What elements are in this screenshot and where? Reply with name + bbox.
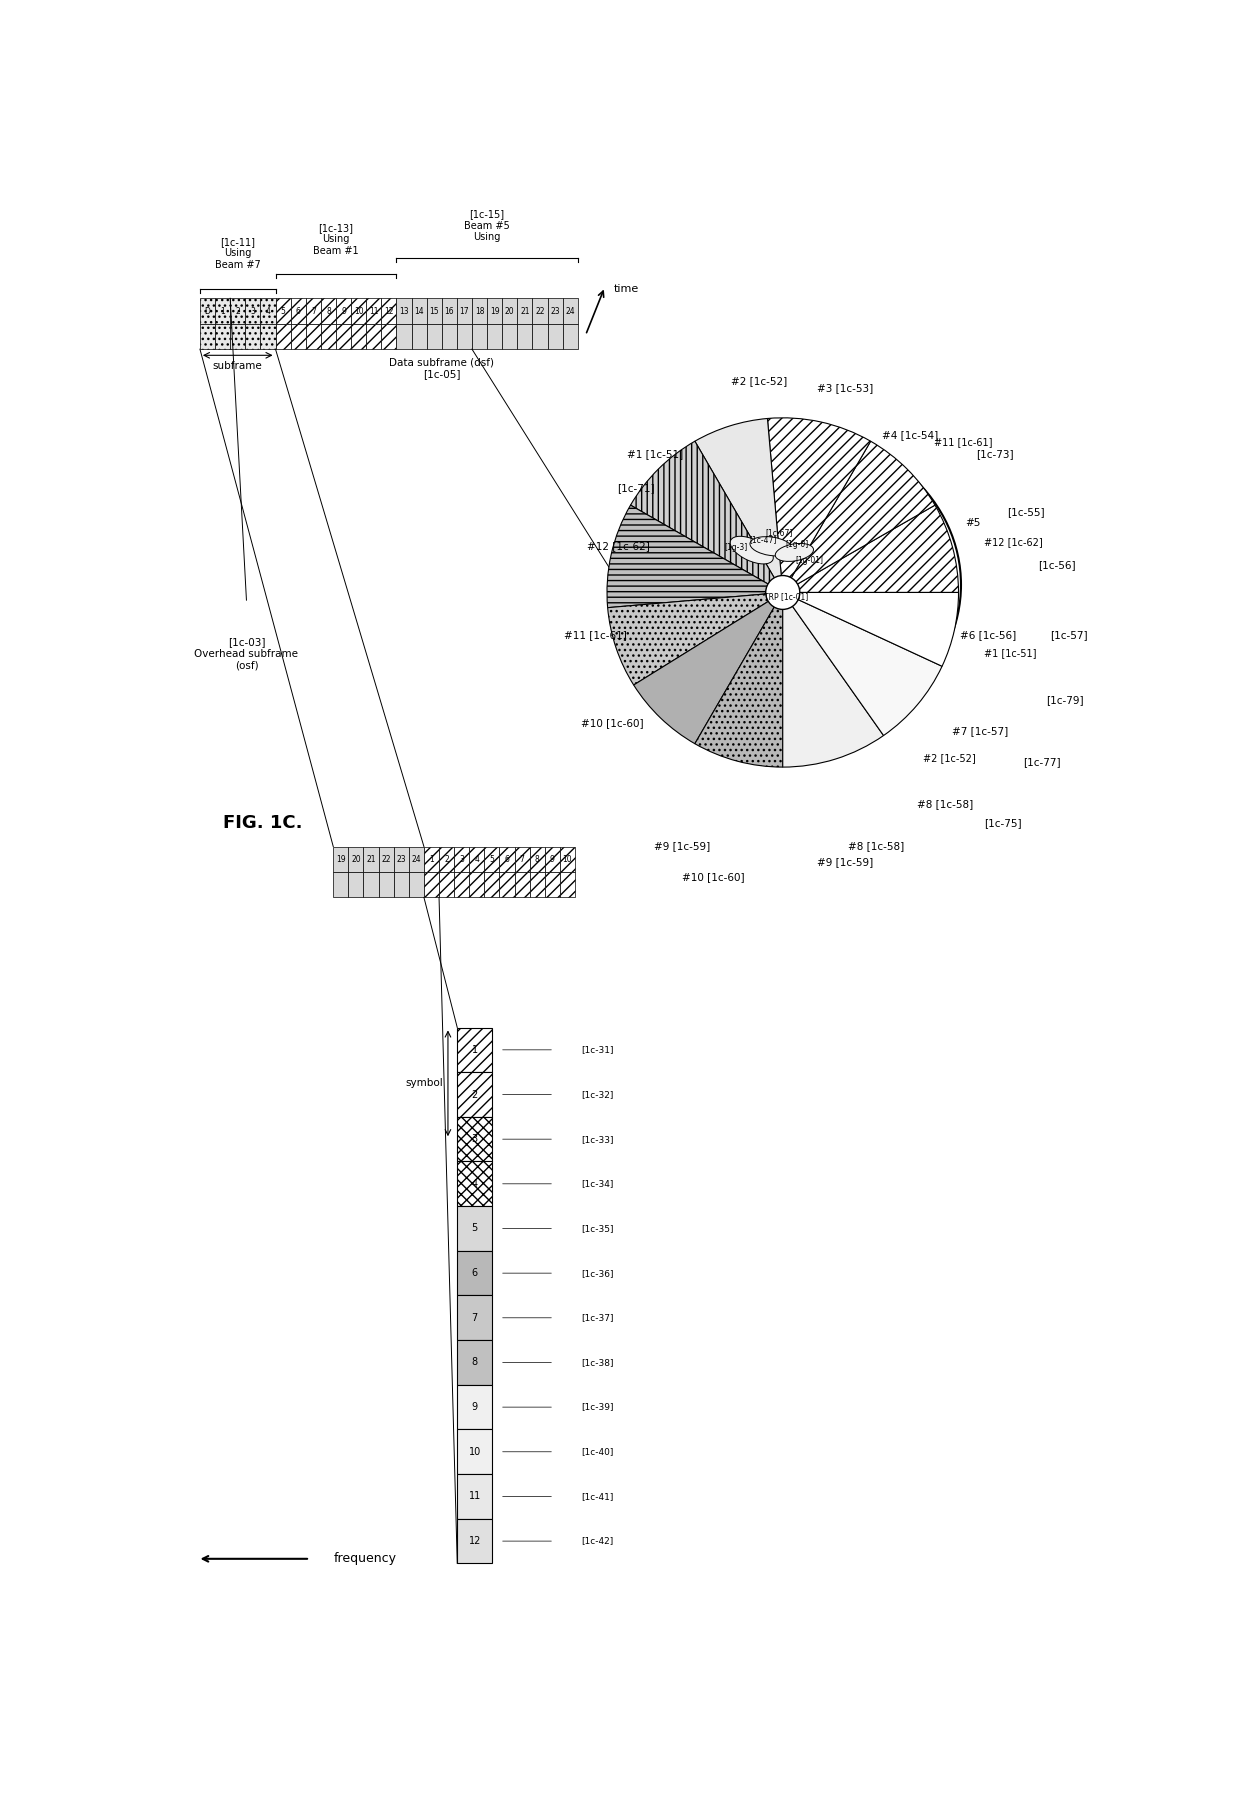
Text: [1c-34]: [1c-34] xyxy=(582,1180,614,1189)
Bar xyxy=(334,871,348,896)
Text: [1c-73]: [1c-73] xyxy=(977,448,1014,459)
Text: 2: 2 xyxy=(444,855,449,864)
Bar xyxy=(246,325,260,350)
Text: 20: 20 xyxy=(505,307,515,316)
Bar xyxy=(458,1519,492,1563)
Bar xyxy=(502,298,517,325)
Text: 24: 24 xyxy=(412,855,422,864)
Text: time: time xyxy=(614,283,640,294)
Text: 2: 2 xyxy=(471,1090,477,1099)
Text: #2 [1c-52]: #2 [1c-52] xyxy=(732,377,787,385)
Bar xyxy=(200,298,215,325)
Bar xyxy=(544,871,560,896)
Bar xyxy=(515,871,529,896)
Bar xyxy=(409,846,424,871)
Wedge shape xyxy=(634,592,782,744)
Text: [1c-37]: [1c-37] xyxy=(582,1312,614,1321)
Text: 4: 4 xyxy=(471,1178,477,1189)
Bar xyxy=(456,298,472,325)
Bar xyxy=(260,298,275,325)
Text: 7: 7 xyxy=(311,307,316,316)
Text: [1c-41]: [1c-41] xyxy=(582,1492,614,1501)
Text: [1c-42]: [1c-42] xyxy=(582,1537,614,1546)
Text: 10: 10 xyxy=(353,307,363,316)
Wedge shape xyxy=(608,506,782,608)
Bar xyxy=(334,846,348,871)
Text: [1c-75]: [1c-75] xyxy=(985,818,1022,828)
Text: 15: 15 xyxy=(429,307,439,316)
Text: [1c-56]: [1c-56] xyxy=(1039,561,1076,570)
Bar xyxy=(275,298,290,325)
Text: frequency: frequency xyxy=(334,1553,397,1565)
Text: 12: 12 xyxy=(384,307,393,316)
Text: 8: 8 xyxy=(471,1357,477,1368)
Text: FIG. 1C.: FIG. 1C. xyxy=(223,814,303,832)
Bar xyxy=(427,325,441,350)
Text: 24: 24 xyxy=(565,307,575,316)
Bar xyxy=(246,298,260,325)
Text: [1g-01]: [1g-01] xyxy=(796,556,823,565)
Bar xyxy=(560,846,575,871)
Text: 14: 14 xyxy=(414,307,424,316)
Text: [1c-38]: [1c-38] xyxy=(582,1357,614,1366)
Text: TRP [1c-01]: TRP [1c-01] xyxy=(765,592,808,601)
Text: #4 [1c-54]: #4 [1c-54] xyxy=(883,430,939,439)
Bar xyxy=(397,325,412,350)
Text: 5: 5 xyxy=(280,307,285,316)
Text: subframe: subframe xyxy=(213,360,263,371)
Bar xyxy=(472,298,487,325)
Text: [1c-67]: [1c-67] xyxy=(765,527,792,536)
Text: 11: 11 xyxy=(370,307,378,316)
Text: 18: 18 xyxy=(475,307,485,316)
Text: #11 [1c-61]: #11 [1c-61] xyxy=(564,629,626,640)
Bar xyxy=(306,298,321,325)
Text: [1c-13]
Using
Beam #1: [1c-13] Using Beam #1 xyxy=(314,222,358,256)
Text: #12 [1c-62]: #12 [1c-62] xyxy=(587,541,650,550)
Bar xyxy=(363,846,378,871)
Bar xyxy=(321,298,336,325)
Text: [1c-32]: [1c-32] xyxy=(582,1090,614,1099)
Bar xyxy=(485,871,500,896)
Bar xyxy=(215,325,231,350)
Bar xyxy=(290,325,306,350)
Text: [1c-15]
Beam #5
Using: [1c-15] Beam #5 Using xyxy=(464,210,510,242)
Bar xyxy=(458,1474,492,1519)
Text: 19: 19 xyxy=(336,855,346,864)
Bar xyxy=(409,871,424,896)
Wedge shape xyxy=(694,592,782,767)
Bar xyxy=(424,846,439,871)
Bar xyxy=(458,1117,492,1162)
Text: [1c-03]
Overhead subframe
(osf): [1c-03] Overhead subframe (osf) xyxy=(195,638,299,671)
Bar xyxy=(517,298,532,325)
Text: 4: 4 xyxy=(475,855,479,864)
Text: 6: 6 xyxy=(471,1268,477,1278)
Bar xyxy=(439,871,454,896)
Text: 3: 3 xyxy=(459,855,464,864)
Bar xyxy=(306,325,321,350)
Bar xyxy=(502,325,517,350)
Bar xyxy=(500,871,515,896)
Bar xyxy=(458,1027,492,1072)
Bar xyxy=(458,1072,492,1117)
Text: 21: 21 xyxy=(366,855,376,864)
Bar xyxy=(378,846,394,871)
Text: #1 [1c-51]: #1 [1c-51] xyxy=(626,448,683,459)
Text: #10 [1c-60]: #10 [1c-60] xyxy=(682,873,744,882)
Ellipse shape xyxy=(750,536,792,556)
Bar xyxy=(469,871,485,896)
Text: #8 [1c-58]: #8 [1c-58] xyxy=(848,841,904,852)
Bar xyxy=(532,325,548,350)
Text: [1c-71]: [1c-71] xyxy=(616,484,655,493)
Bar xyxy=(441,298,456,325)
Bar xyxy=(454,871,469,896)
Bar xyxy=(517,325,532,350)
Bar xyxy=(321,325,336,350)
Wedge shape xyxy=(694,418,782,592)
Text: #12 [1c-62]: #12 [1c-62] xyxy=(983,536,1043,547)
Bar xyxy=(348,871,363,896)
Text: #11 [1c-61]: #11 [1c-61] xyxy=(934,437,993,446)
Text: #8 [1c-58]: #8 [1c-58] xyxy=(918,800,973,809)
Text: 23: 23 xyxy=(551,307,560,316)
Bar xyxy=(378,871,394,896)
Text: #5: #5 xyxy=(965,518,981,529)
